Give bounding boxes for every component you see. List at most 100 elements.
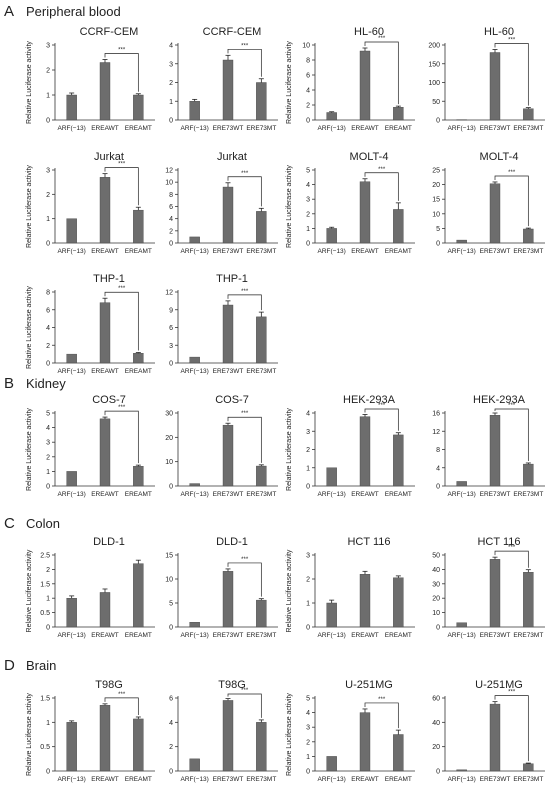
significance-bracket <box>494 43 529 106</box>
y-tick-label: 1 <box>306 754 310 761</box>
significance-bracket <box>104 291 139 351</box>
x-tick-label: EREAMT <box>385 248 412 255</box>
bar <box>256 465 267 487</box>
y-tick-label: 0 <box>46 484 50 491</box>
y-tick-label: 25 <box>432 168 440 175</box>
chart-panel: HL-60 Relative Luciferase activity 0 2 4 6 8 10… <box>286 26 415 132</box>
x-tick-label: ARF(−13) <box>317 776 345 783</box>
y-tick-label: 2 <box>46 567 50 574</box>
section-d-header: D Brain <box>4 657 56 674</box>
chart-title: MOLT-4 <box>350 151 389 163</box>
y-tick-label: 2 <box>306 447 310 454</box>
bar <box>489 703 501 772</box>
bar <box>189 622 200 628</box>
bar <box>189 758 200 772</box>
x-tick-label: ARF(−13) <box>180 248 208 255</box>
y-axis-label: Relative Luciferase activity <box>26 693 33 776</box>
y-tick-label: 3 <box>306 725 310 732</box>
y-tick-label: 6 <box>306 73 310 80</box>
y-tick-label: 0 <box>169 241 173 248</box>
section-title: Brain <box>26 658 56 673</box>
y-tick-label: 4 <box>306 710 310 717</box>
bar <box>189 101 200 121</box>
significance-label: *** <box>241 411 249 417</box>
bar <box>99 62 111 121</box>
x-tick-label: ARF(−13) <box>447 632 475 639</box>
bar <box>489 559 501 628</box>
chart-panel: HCT 116 0 10 20 30 40 50 ARF(−13) ERE73WT ERE73MT… <box>432 536 545 639</box>
significance-label: *** <box>508 170 516 176</box>
y-tick-label: 3 <box>46 440 50 447</box>
significance-label: *** <box>118 692 126 698</box>
y-tick-label: 4 <box>169 216 173 223</box>
y-tick-label: 10 <box>165 459 173 466</box>
y-tick-label: 3 <box>306 429 310 436</box>
x-tick-label: ARF(−13) <box>57 632 85 639</box>
x-tick-label: ARF(−13) <box>447 125 475 132</box>
x-tick-label: EREAWT <box>351 248 379 255</box>
y-tick-label: 0 <box>46 118 50 125</box>
chart-title: MOLT-4 <box>480 151 519 163</box>
bar <box>256 82 267 121</box>
x-tick-label: ARF(−13) <box>57 368 85 375</box>
bar <box>66 471 77 487</box>
y-tick-label: 6 <box>169 696 173 703</box>
y-tick-label: 50 <box>432 99 440 106</box>
chart-title: DLD-1 <box>93 536 125 548</box>
section-letter: B <box>4 375 14 392</box>
chart-panel: MOLT-4 0 5 10 15 20 25 ARF(−13) ERE73WT ERE73MT **… <box>432 151 545 255</box>
y-tick-label: 2.5 <box>40 553 50 560</box>
y-tick-label: 2 <box>169 744 173 751</box>
y-tick-label: 2 <box>46 454 50 461</box>
significance-label: *** <box>241 289 249 295</box>
significance-bracket <box>104 697 139 715</box>
y-tick-label: 0 <box>306 625 310 632</box>
x-tick-label: ARF(−13) <box>57 248 85 255</box>
section-letter: C <box>4 515 15 532</box>
y-tick-label: 5 <box>306 696 310 703</box>
y-tick-label: 3 <box>46 168 50 175</box>
x-tick-label: ARF(−13) <box>180 368 208 375</box>
bar <box>99 705 111 772</box>
bar <box>393 577 404 628</box>
section-b-header: B Kidney <box>4 375 66 392</box>
y-tick-label: 5 <box>169 601 173 608</box>
y-tick-label: 9 <box>169 307 173 314</box>
significance-bracket <box>494 695 529 762</box>
x-tick-label: EREAMT <box>125 125 152 132</box>
y-tick-label: 5 <box>436 226 440 233</box>
bar <box>326 467 337 487</box>
chart-title: U-251MG <box>475 679 523 691</box>
y-tick-label: 0 <box>306 118 310 125</box>
bar <box>66 218 77 244</box>
y-tick-label: 8 <box>46 290 50 297</box>
bar <box>359 574 371 628</box>
significance-bracket <box>364 172 399 201</box>
chart-panel: CCRF-CEM 0 1 2 3 4 ARF(−13) ERE73WT ERE73MT *** <box>169 26 278 132</box>
bar <box>66 598 77 628</box>
y-tick-label: 3 <box>46 43 50 50</box>
y-tick-label: 1 <box>306 601 310 608</box>
bar <box>189 356 200 364</box>
bar <box>359 50 371 121</box>
bar <box>489 52 501 121</box>
significance-bracket <box>227 294 262 311</box>
y-tick-label: 8 <box>169 192 173 199</box>
significance-label: *** <box>118 405 126 411</box>
y-tick-label: 2 <box>46 343 50 350</box>
bar <box>66 94 77 121</box>
y-axis-label: Relative Luciferase activity <box>286 549 293 632</box>
chart-title: COS-7 <box>92 394 126 406</box>
bar <box>222 571 234 628</box>
bar <box>393 734 404 772</box>
x-tick-label: ARF(−13) <box>180 491 208 498</box>
y-axis-label: Relative Luciferase activity <box>26 286 33 369</box>
y-tick-label: 40 <box>432 720 440 727</box>
x-tick-label: ERE73WT <box>480 125 511 132</box>
chart-title: DLD-1 <box>216 536 248 548</box>
y-axis-label: Relative Luciferase activity <box>26 549 33 632</box>
chart-panel: Jurkat 0 2 4 6 8 10 12 ARF(−13) ERE73WT ERE73MT *** <box>165 151 278 255</box>
x-tick-label: ERE73MT <box>246 248 276 255</box>
chart-panel: U-251MG 0 20 40 60 ARF(−13) ERE73WT ERE73MT *** <box>432 679 545 783</box>
